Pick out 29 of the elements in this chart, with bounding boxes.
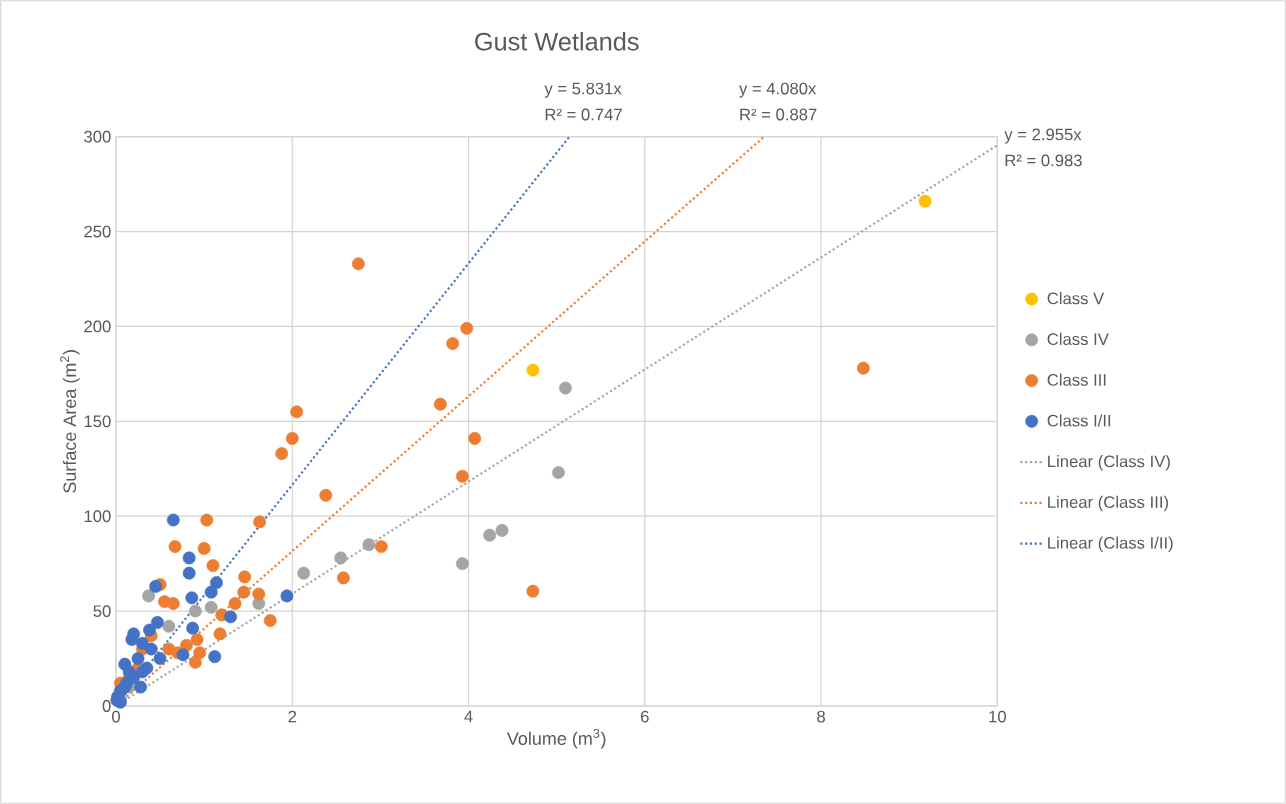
legend-label: Class III <box>1047 373 1106 386</box>
legend-label: Class I/II <box>1047 414 1111 427</box>
x-tick-label: 8 <box>817 710 825 723</box>
annotation: R² = 0.747 <box>545 108 622 121</box>
x-tick-label: 0 <box>112 710 120 723</box>
annotation: y = 5.831x <box>544 82 622 98</box>
annotation: y = 2.955x <box>1004 128 1082 144</box>
chart-title: Gust Wetlands <box>475 32 639 51</box>
legend-label: Linear (Class IV) <box>1048 455 1170 471</box>
y-tick-label: 0 <box>102 700 111 712</box>
annotation: R² = 0.887 <box>740 108 817 121</box>
x-tick-label: 10 <box>989 710 1006 723</box>
annotation: R² = 0.983 <box>1005 154 1082 167</box>
legend-label: Class V <box>1047 292 1105 305</box>
x-tick-label: 2 <box>288 710 297 723</box>
annotation: y = 4.080x <box>739 82 817 98</box>
x-tick-label: 4 <box>464 710 473 723</box>
y-tick-label: 50 <box>93 605 111 618</box>
y-axis-title: Surface Area (m$^{2}$) <box>60 350 80 493</box>
legend-label: Class IV <box>1047 332 1109 346</box>
legend-label: Linear (Class I/II) <box>1048 536 1173 553</box>
y-tick-label: 100 <box>84 510 111 523</box>
x-tick-label: 6 <box>641 710 649 723</box>
y-tick-label: 300 <box>84 130 111 143</box>
x-axis-title: Volume (m$^{3}$) <box>506 728 606 749</box>
y-tick-label: 250 <box>84 225 111 238</box>
y-tick-label: 150 <box>84 415 111 428</box>
legend-label: Linear (Class III) <box>1048 495 1168 512</box>
y-tick-label: 200 <box>84 320 111 333</box>
